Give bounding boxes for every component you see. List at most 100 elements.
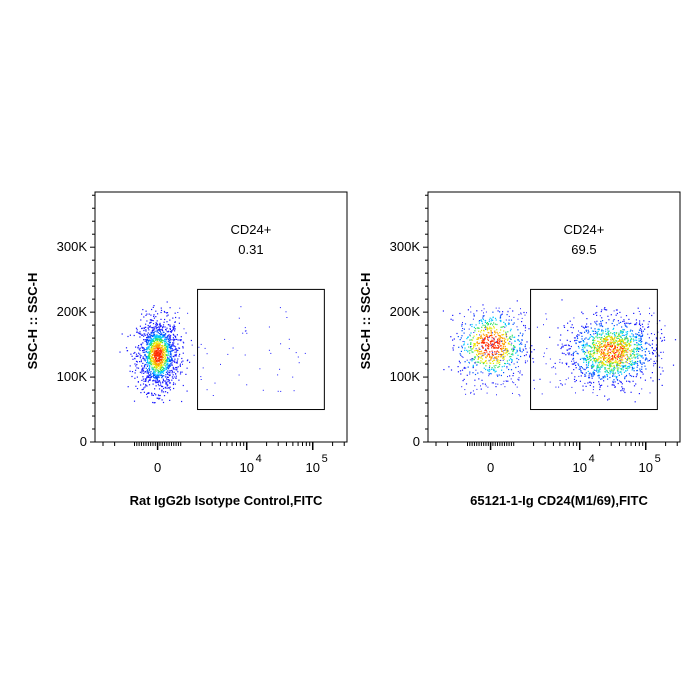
- event-dot: [639, 339, 642, 341]
- event-dot: [189, 361, 191, 363]
- event-dot: [169, 372, 171, 374]
- event-dot: [158, 398, 160, 400]
- event-dot: [620, 330, 622, 332]
- event-dot: [147, 351, 150, 353]
- event-dot: [522, 348, 524, 350]
- event-dot: [612, 339, 614, 341]
- event-dot: [141, 389, 143, 391]
- event-dot: [473, 314, 475, 316]
- event-dot: [240, 306, 242, 308]
- gate-cd24-positive[interactable]: [530, 288, 658, 411]
- event-dot: [165, 368, 167, 370]
- event-dot: [142, 362, 144, 364]
- event-dot: [500, 345, 502, 347]
- event-dot: [167, 347, 169, 349]
- event-dot: [469, 362, 470, 364]
- event-dot: [167, 362, 169, 364]
- event-dot: [613, 310, 615, 312]
- event-dot: [179, 307, 181, 309]
- event-dot: [474, 343, 476, 345]
- event-dot: [638, 335, 640, 337]
- event-dot: [661, 339, 663, 342]
- event-dot: [567, 377, 569, 379]
- event-dot: [161, 385, 163, 387]
- event-dot: [154, 393, 156, 395]
- event-dot: [617, 340, 620, 342]
- event-dot: [155, 350, 157, 352]
- event-dot: [152, 329, 155, 331]
- event-dot: [480, 388, 482, 390]
- event-dot: [622, 344, 624, 347]
- event-dot: [634, 363, 636, 365]
- event-dot: [566, 339, 568, 341]
- event-dot: [640, 329, 643, 331]
- event-dot: [170, 361, 172, 363]
- event-dot: [630, 329, 632, 331]
- event-dot: [142, 357, 144, 360]
- event-dot: [162, 378, 164, 380]
- event-dot: [459, 312, 461, 315]
- event-dot: [639, 320, 641, 322]
- event-dot: [575, 364, 577, 366]
- event-dot: [501, 339, 503, 342]
- event-dot: [152, 329, 154, 331]
- event-dot: [161, 347, 163, 349]
- event-dot: [596, 333, 598, 336]
- event-dot: [639, 324, 642, 327]
- event-dot: [166, 366, 168, 368]
- event-dot: [575, 342, 577, 344]
- gate-cd24-positive[interactable]: [197, 288, 325, 411]
- event-dot: [146, 347, 148, 349]
- event-dot: [153, 327, 155, 330]
- event-dot: [156, 337, 158, 339]
- event-dot: [612, 370, 614, 372]
- event-dot: [472, 348, 474, 350]
- event-dot: [631, 375, 633, 377]
- event-dot: [640, 362, 642, 364]
- event-dot: [485, 311, 487, 313]
- event-dot: [450, 369, 453, 371]
- event-dot: [491, 382, 493, 384]
- event-dot: [167, 363, 169, 366]
- event-dot: [146, 339, 148, 341]
- event-dot: [168, 341, 170, 343]
- event-dot: [485, 385, 487, 387]
- event-dot: [504, 326, 506, 328]
- event-dot: [165, 382, 167, 384]
- event-dot: [648, 343, 650, 345]
- event-dot: [159, 381, 161, 383]
- event-dot: [621, 332, 623, 334]
- event-dot: [619, 357, 621, 359]
- event-dot: [604, 343, 606, 345]
- event-dot: [153, 348, 155, 350]
- event-dot: [626, 354, 628, 356]
- event-dot: [493, 326, 495, 328]
- event-dot: [595, 362, 597, 364]
- event-dot: [182, 341, 184, 343]
- event-dot: [169, 399, 171, 401]
- event-dot: [619, 343, 621, 345]
- event-dot: [586, 344, 588, 346]
- event-dot: [490, 330, 492, 332]
- event-dot: [523, 324, 525, 327]
- event-dot: [508, 322, 510, 324]
- event-dot: [561, 343, 563, 345]
- event-dot: [150, 348, 152, 350]
- event-dot: [489, 323, 492, 325]
- event-dot: [607, 353, 609, 356]
- event-dot: [461, 386, 463, 388]
- event-dot: [144, 358, 146, 360]
- event-dot: [627, 331, 629, 333]
- event-dot: [517, 366, 519, 368]
- event-dot: [588, 358, 590, 360]
- event-dot: [143, 380, 145, 382]
- event-dot: [626, 326, 628, 328]
- event-dot: [587, 358, 589, 361]
- event-dot: [463, 344, 465, 346]
- event-dot: [613, 367, 615, 369]
- event-dot: [489, 362, 491, 364]
- event-dot: [612, 339, 614, 341]
- event-dot: [178, 322, 180, 324]
- event-dot: [622, 346, 624, 348]
- event-dot: [169, 345, 171, 347]
